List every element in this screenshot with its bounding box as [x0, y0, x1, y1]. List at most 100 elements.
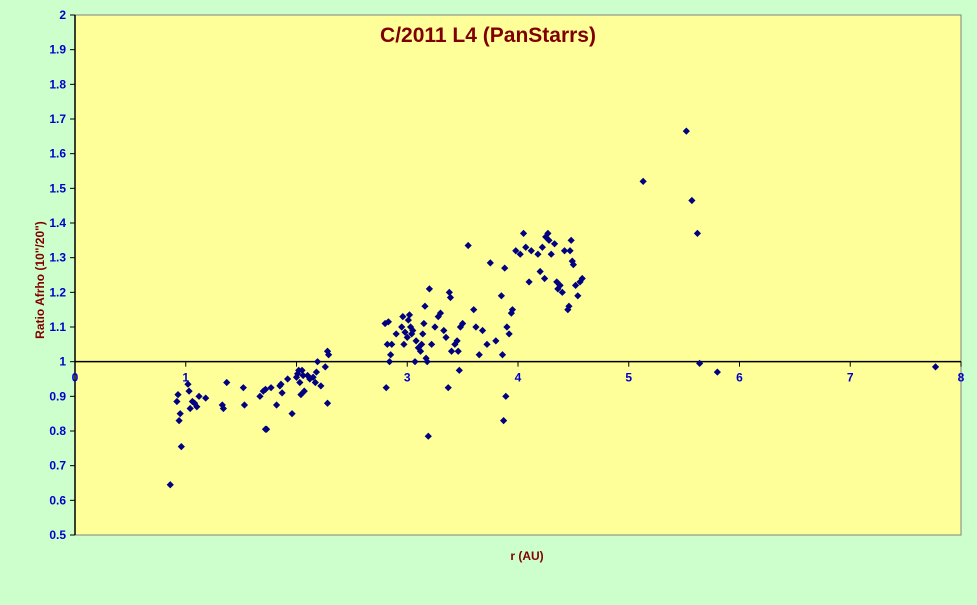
data-point: [497, 292, 505, 300]
data-point: [498, 351, 507, 359]
data-point: [464, 241, 472, 250]
data-point: [418, 340, 426, 348]
data-point: [424, 432, 432, 440]
data-point: [288, 410, 296, 418]
data-point: [544, 229, 552, 237]
data-point: [540, 274, 549, 283]
data-point: [298, 366, 306, 374]
data-points: [166, 127, 940, 489]
data-point: [428, 340, 436, 348]
data-point: [492, 337, 500, 345]
data-point: [185, 387, 193, 395]
y-tick-label: 0.9: [49, 389, 66, 403]
data-point: [571, 281, 580, 289]
data-point: [296, 378, 304, 387]
data-point: [505, 330, 513, 338]
data-point: [558, 288, 566, 296]
data-point: [478, 326, 487, 335]
data-point: [554, 285, 562, 293]
data-point: [388, 340, 396, 348]
data-point: [688, 196, 696, 205]
data-point: [421, 302, 429, 310]
data-point: [453, 337, 461, 345]
data-point: [277, 380, 285, 388]
data-point: [312, 368, 321, 376]
data-point: [507, 309, 515, 317]
data-point: [503, 323, 511, 331]
x-axis: 0 1 3 4 5 6 7 8: [72, 360, 965, 385]
y-tick-label: 1: [59, 355, 66, 369]
x-tick-label: 0: [72, 371, 79, 385]
y-tick-label: 0.7: [49, 459, 66, 473]
data-point: [321, 363, 329, 371]
data-point: [272, 401, 281, 409]
data-point: [459, 319, 467, 328]
data-point: [522, 243, 530, 251]
data-point: [536, 267, 544, 276]
data-point: [195, 392, 203, 400]
data-point: [404, 316, 412, 324]
data-point: [568, 257, 576, 265]
y-tick-label: 0.5: [49, 528, 66, 542]
plot-area: [74, 14, 962, 536]
y-tick-label: 1.3: [49, 251, 66, 265]
data-point: [419, 330, 427, 338]
data-point: [313, 358, 322, 366]
data-point: [425, 285, 433, 293]
data-point: [384, 318, 393, 326]
data-point: [261, 385, 270, 393]
y-tick-label: 0.8: [49, 424, 66, 438]
data-point: [567, 236, 575, 244]
data-point: [682, 127, 690, 135]
y-tick-label: 1.9: [49, 43, 66, 57]
data-point: [284, 375, 292, 383]
y-tick-label: 1.5: [49, 181, 66, 195]
data-point: [574, 292, 582, 300]
data-point: [436, 309, 445, 317]
data-point: [556, 281, 564, 289]
data-point: [399, 313, 407, 321]
data-point: [696, 359, 704, 367]
data-point: [550, 240, 559, 248]
data-point: [174, 391, 182, 399]
y-tick-label: 1.8: [49, 77, 66, 91]
y-tick-label: 1.2: [49, 285, 66, 299]
data-point: [193, 403, 201, 411]
data-point: [500, 417, 508, 425]
data-point: [412, 337, 420, 345]
data-point: [309, 373, 317, 381]
data-point: [323, 399, 332, 407]
x-tick-label: 6: [736, 371, 743, 385]
data-point: [401, 328, 409, 336]
data-point: [398, 323, 406, 331]
data-point: [444, 384, 452, 392]
data-point: [403, 333, 411, 341]
data-point: [560, 247, 569, 255]
data-point: [445, 288, 453, 296]
x-tick-label: 7: [847, 371, 854, 385]
data-point: [186, 404, 194, 413]
data-point: [416, 347, 425, 355]
data-point: [256, 392, 264, 400]
data-point: [534, 250, 542, 258]
data-point: [166, 481, 174, 489]
data-point: [527, 247, 535, 255]
y-tick-label: 0.6: [49, 493, 66, 507]
data-point: [420, 319, 428, 328]
data-point: [470, 306, 478, 314]
data-point: [383, 340, 391, 348]
data-point: [223, 378, 231, 387]
data-point: [508, 306, 517, 314]
data-point: [440, 326, 448, 335]
data-point: [713, 368, 721, 376]
data-point: [565, 302, 573, 310]
y-tick-label: 1.1: [49, 320, 66, 334]
data-point: [411, 358, 419, 366]
data-point: [525, 278, 533, 286]
data-point: [262, 425, 271, 433]
data-point: [566, 247, 574, 255]
data-point: [446, 293, 455, 302]
data-point: [486, 259, 494, 267]
